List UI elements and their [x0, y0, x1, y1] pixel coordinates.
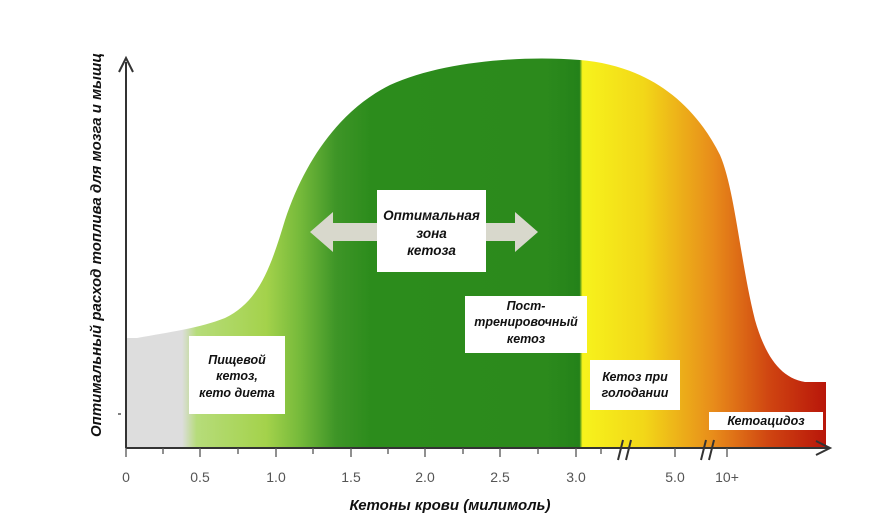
axis-break-1b [625, 439, 632, 461]
arrow-up-icon [118, 55, 134, 73]
fasting-ketosis-line2: голодании [601, 386, 669, 401]
axis-break-marks [617, 439, 715, 461]
nutritional-ketosis-label: Пищевой кетоз, кето диета [189, 336, 285, 414]
nutritional-ketosis-line1: Пищевой [208, 353, 266, 367]
optimal-zone-line1: Оптимальная [383, 208, 480, 223]
x-axis-title: Кетоны крови (милимоль) [350, 497, 551, 514]
x-tick-label: 2.5 [490, 469, 510, 485]
arrow-right-icon [815, 440, 833, 456]
ketoacidosis-text: Кетоацидоз [727, 414, 805, 428]
x-tick-label: 1.5 [341, 469, 361, 485]
axis-break-2b [708, 439, 715, 461]
post-workout-ketosis-label: Пост- тренировочный кетоз [465, 296, 587, 353]
optimal-zone-line2: зона [416, 225, 447, 241]
nutritional-ketosis-line2: кетоз, [216, 369, 258, 384]
ketoacidosis-label: Кетоацидоз [709, 412, 823, 430]
y-axis-title: Оптимальный расход топлива для мозга и м… [88, 53, 105, 437]
x-tick-label: 5.0 [665, 469, 685, 485]
x-ticks [125, 448, 728, 457]
axis-break-1a [617, 439, 624, 461]
optimal-zone-line3: кетоза [407, 243, 456, 259]
post-workout-line3: кетоз [506, 331, 546, 346]
x-tick-label: 1.0 [266, 469, 286, 485]
x-tick-label: 0.5 [190, 469, 210, 485]
axis-break-2a [700, 439, 707, 461]
x-tick-label: 10+ [715, 469, 739, 485]
nutritional-ketosis-line3: кето диета [199, 385, 275, 400]
fasting-ketosis-label: Кетоз при голодании [590, 360, 680, 410]
x-tick-label: 3.0 [566, 469, 586, 485]
optimal-zone-label: Оптимальная зона кетоза [377, 190, 486, 272]
x-tick-label: 2.0 [415, 469, 435, 485]
post-workout-line2: тренировочный [474, 315, 578, 330]
post-workout-line1: Пост- [506, 299, 546, 313]
fasting-ketosis-line1: Кетоз при [602, 370, 668, 384]
x-tick-label: 0 [122, 469, 130, 485]
